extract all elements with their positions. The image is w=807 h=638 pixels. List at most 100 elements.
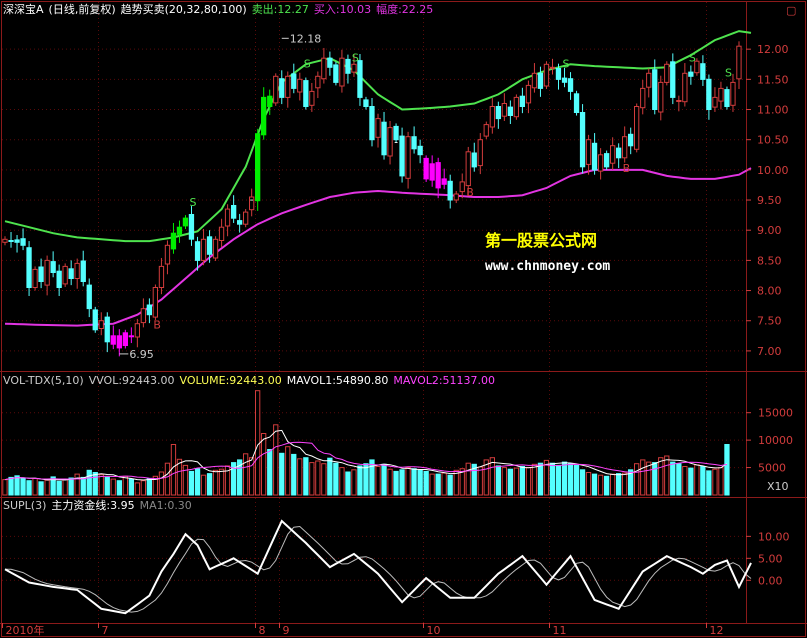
volume-bar bbox=[98, 474, 104, 496]
volume-bar bbox=[110, 478, 116, 496]
volume-bar bbox=[429, 473, 435, 496]
volume-bar bbox=[86, 469, 92, 496]
sell-signal-mark: S bbox=[689, 51, 696, 64]
candle-body bbox=[489, 106, 496, 128]
volume-bar bbox=[417, 469, 423, 496]
candle-body bbox=[176, 226, 183, 235]
price-tick-label: 11.00 bbox=[757, 104, 789, 117]
volume-bar bbox=[206, 473, 213, 496]
candle-body bbox=[333, 64, 339, 83]
candle-body bbox=[387, 127, 393, 157]
candle-body bbox=[423, 157, 429, 180]
volume-bar bbox=[658, 457, 664, 496]
candle-body bbox=[399, 135, 405, 177]
volume-bar bbox=[519, 466, 526, 496]
candle-body bbox=[718, 87, 724, 102]
candle-body bbox=[640, 87, 646, 109]
x-tick-label: 9 bbox=[283, 624, 290, 637]
candle-body bbox=[664, 63, 670, 83]
candle-body bbox=[441, 178, 447, 185]
candle-body bbox=[158, 265, 165, 288]
volume-bar bbox=[363, 463, 369, 496]
volume-bar bbox=[122, 475, 128, 496]
price-bands bbox=[4, 30, 752, 327]
price-tick-label: 8.00 bbox=[757, 285, 782, 298]
volume-bar bbox=[640, 459, 646, 496]
candle-body bbox=[309, 90, 315, 106]
candle-body bbox=[591, 142, 598, 171]
x-tick-label: 2010年 bbox=[6, 623, 45, 637]
volume-bar bbox=[453, 469, 459, 496]
volume-bar bbox=[176, 458, 183, 496]
candle-body bbox=[381, 121, 387, 156]
volume-bar bbox=[555, 464, 562, 496]
candle-body bbox=[616, 147, 622, 159]
candle-body bbox=[369, 106, 375, 141]
candle-body bbox=[682, 72, 688, 103]
candle-body bbox=[435, 162, 441, 189]
candle-body bbox=[549, 66, 556, 69]
candle-body bbox=[585, 139, 592, 165]
sell-signal-mark: S bbox=[352, 51, 359, 64]
volume-bar bbox=[531, 463, 538, 496]
candle-body bbox=[519, 95, 526, 107]
candle-body bbox=[68, 268, 74, 279]
volume-bar bbox=[579, 469, 586, 496]
watermark-url: www.chnmoney.com bbox=[485, 259, 610, 274]
candle-body bbox=[531, 72, 538, 89]
volume-bar bbox=[333, 462, 339, 496]
volume-bar bbox=[14, 475, 20, 496]
candle-body bbox=[50, 261, 56, 274]
candle-body bbox=[375, 118, 381, 138]
candle-body bbox=[194, 241, 201, 261]
volume-bar bbox=[134, 482, 140, 496]
volume-bar bbox=[345, 471, 351, 496]
candle-body bbox=[164, 244, 171, 265]
candle-body bbox=[255, 133, 261, 202]
volume-bar bbox=[652, 462, 658, 496]
volume-bar bbox=[700, 466, 706, 496]
volume-bar bbox=[381, 463, 387, 496]
volume-bar bbox=[237, 459, 243, 496]
candle-body bbox=[285, 75, 291, 98]
candle-body bbox=[291, 73, 297, 89]
volume-bar bbox=[646, 461, 652, 496]
volume-bar bbox=[309, 462, 315, 496]
candle-body bbox=[74, 262, 80, 279]
volume-bar bbox=[32, 478, 38, 496]
sell-signal-mark: S bbox=[189, 196, 196, 209]
volume-bar bbox=[62, 479, 68, 496]
volume-bars bbox=[2, 390, 730, 496]
candle-body bbox=[700, 63, 706, 80]
price-tick-label: 12.00 bbox=[757, 43, 789, 56]
chart-axes: 12.00 11.50 11.00 10.50 10.00 9.50 9.00 8.50 8.0… bbox=[2, 43, 793, 637]
candle-body bbox=[128, 335, 134, 338]
volume-bar bbox=[537, 462, 544, 496]
volume-bar bbox=[182, 464, 189, 496]
candle-body bbox=[567, 78, 574, 92]
volume-bar bbox=[92, 472, 98, 496]
high-note: 12.18 bbox=[290, 32, 322, 45]
price-tick-label: 8.50 bbox=[757, 254, 782, 267]
candle-body bbox=[56, 270, 62, 289]
unit-label: X10 bbox=[767, 480, 789, 493]
volume-bar bbox=[405, 467, 411, 496]
volume-bar bbox=[56, 480, 62, 496]
candle-body bbox=[736, 45, 742, 80]
volume-header-part: VVOL:92443.00 bbox=[89, 374, 175, 387]
x-tick-label: 10 bbox=[427, 624, 441, 637]
volume-bar bbox=[194, 468, 201, 496]
volume-bar bbox=[441, 472, 447, 496]
supl-lines bbox=[4, 519, 752, 615]
volume-bar bbox=[585, 472, 592, 496]
supl-tick-label: 5.00 bbox=[758, 552, 783, 565]
x-tick-label: 11 bbox=[553, 624, 567, 637]
price-header-part: 深深宝A bbox=[3, 2, 44, 16]
candle-body bbox=[104, 316, 110, 343]
candle-body bbox=[555, 68, 562, 80]
candle-body bbox=[92, 309, 98, 331]
x-tick-label: 8 bbox=[259, 624, 266, 637]
